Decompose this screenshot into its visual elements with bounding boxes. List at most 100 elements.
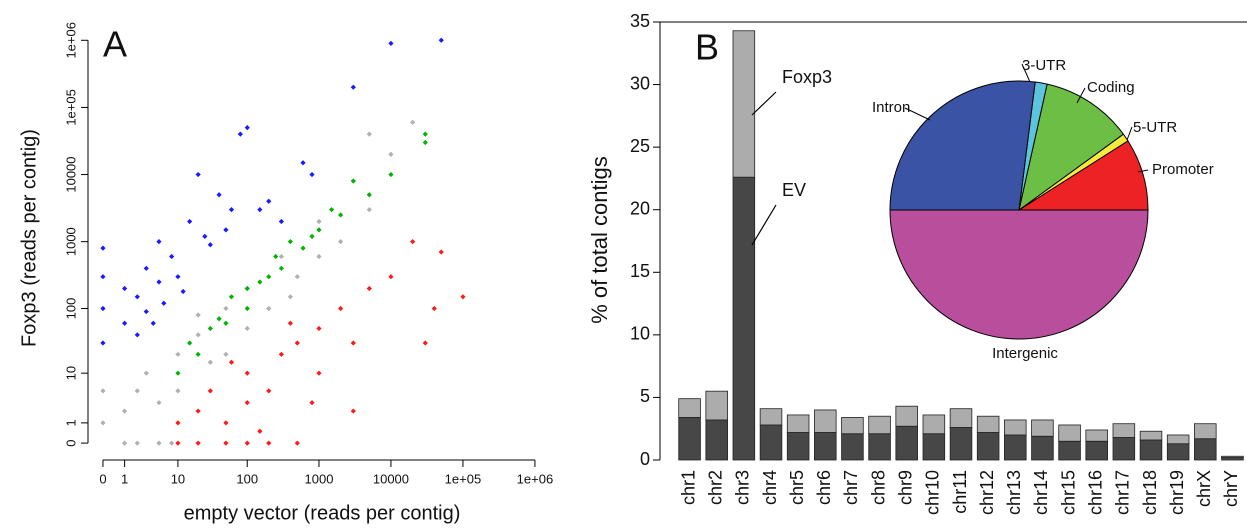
point (122, 285, 128, 292)
pie-label: Intron (872, 99, 910, 116)
bar-segment (1031, 419, 1054, 437)
x-tick-label: chr11 (950, 470, 970, 514)
leader-line (751, 204, 777, 246)
y-tick-label: 0 (63, 439, 78, 446)
point (216, 192, 222, 198)
point (134, 332, 140, 338)
point (156, 279, 162, 285)
point (228, 207, 235, 213)
bar-segment (1139, 439, 1163, 461)
x-tick-label: chr6 (814, 470, 834, 505)
pie-label: 3-UTR (1022, 57, 1066, 74)
bar-segment (949, 427, 973, 461)
x-tick-label: 10000 (373, 471, 409, 486)
bar-segment (678, 398, 701, 418)
point (366, 285, 372, 292)
point (195, 440, 201, 446)
bar-segment (814, 432, 837, 461)
point (438, 249, 444, 255)
bar-segment (705, 419, 728, 461)
point (180, 288, 186, 295)
point (350, 340, 356, 346)
bar-segment (976, 432, 1000, 461)
point (278, 265, 284, 271)
leader-line (1021, 63, 1031, 83)
point (316, 370, 322, 376)
point (388, 151, 394, 157)
point (134, 388, 140, 394)
y-tick-label: 30 (630, 73, 650, 93)
point (202, 233, 208, 239)
bar-segment (1058, 424, 1081, 442)
point (388, 40, 394, 46)
point (156, 239, 162, 245)
x-tick-label: chr1 (678, 470, 698, 505)
point (195, 408, 201, 414)
point (316, 218, 322, 225)
point (244, 305, 250, 312)
point (329, 207, 335, 213)
point (195, 351, 201, 357)
x-tick-label: chr2 (705, 470, 725, 505)
point (223, 440, 229, 446)
bar-segment (922, 433, 946, 461)
bar-segment (949, 408, 973, 428)
y-tick-label: 10 (630, 324, 650, 344)
bar-segment (895, 425, 918, 461)
x-tick-label: chr16 (1085, 470, 1105, 515)
y-tick-label: 5 (640, 386, 650, 406)
point (237, 131, 243, 137)
x-tick-label: chr17 (1113, 470, 1133, 515)
point (350, 408, 356, 414)
point (266, 388, 272, 394)
bar-segment (1112, 437, 1136, 461)
point (422, 340, 428, 346)
x-tick-label: chr13 (1004, 470, 1024, 515)
y-tick-label: 100 (63, 298, 78, 320)
point (366, 207, 372, 213)
y-tick-label: 10000 (63, 156, 78, 192)
point (388, 171, 394, 178)
bar-segment (976, 415, 1000, 433)
point (207, 242, 213, 248)
bar-segment (759, 424, 783, 461)
y-tick-label: 35 (630, 11, 650, 31)
panel-label: A (103, 24, 127, 65)
bar-segment (678, 417, 701, 461)
point (257, 279, 263, 285)
point (207, 359, 213, 365)
point (338, 212, 344, 218)
point (266, 198, 272, 204)
point (161, 300, 167, 306)
x-tick-label: chr18 (1140, 470, 1160, 515)
point (228, 294, 235, 300)
leader-line (1076, 87, 1086, 104)
y-tick-label: 1e+06 (63, 22, 78, 59)
bar-segment (786, 432, 810, 461)
bar-segment (868, 415, 891, 435)
point (216, 316, 222, 322)
point (122, 320, 128, 326)
point (175, 370, 181, 376)
point (100, 340, 106, 346)
point (169, 253, 175, 260)
point (175, 351, 181, 357)
bar-segment (1004, 434, 1027, 461)
point (257, 428, 263, 434)
point (410, 239, 416, 245)
point (278, 218, 284, 225)
bar-segment (1085, 429, 1108, 442)
point (338, 305, 344, 312)
bar-segment (759, 408, 783, 426)
point (300, 160, 306, 166)
point (100, 388, 106, 394)
x-tick-label: chr14 (1031, 470, 1051, 515)
pie-label: Coding (1087, 79, 1135, 96)
bar-segment (1085, 440, 1108, 461)
y-tick-label: 25 (630, 136, 650, 156)
y-axis-title: Foxp3 (reads per contig) (18, 129, 40, 347)
point (278, 253, 284, 260)
bar-segment (841, 433, 864, 461)
bar-segment (732, 30, 756, 178)
